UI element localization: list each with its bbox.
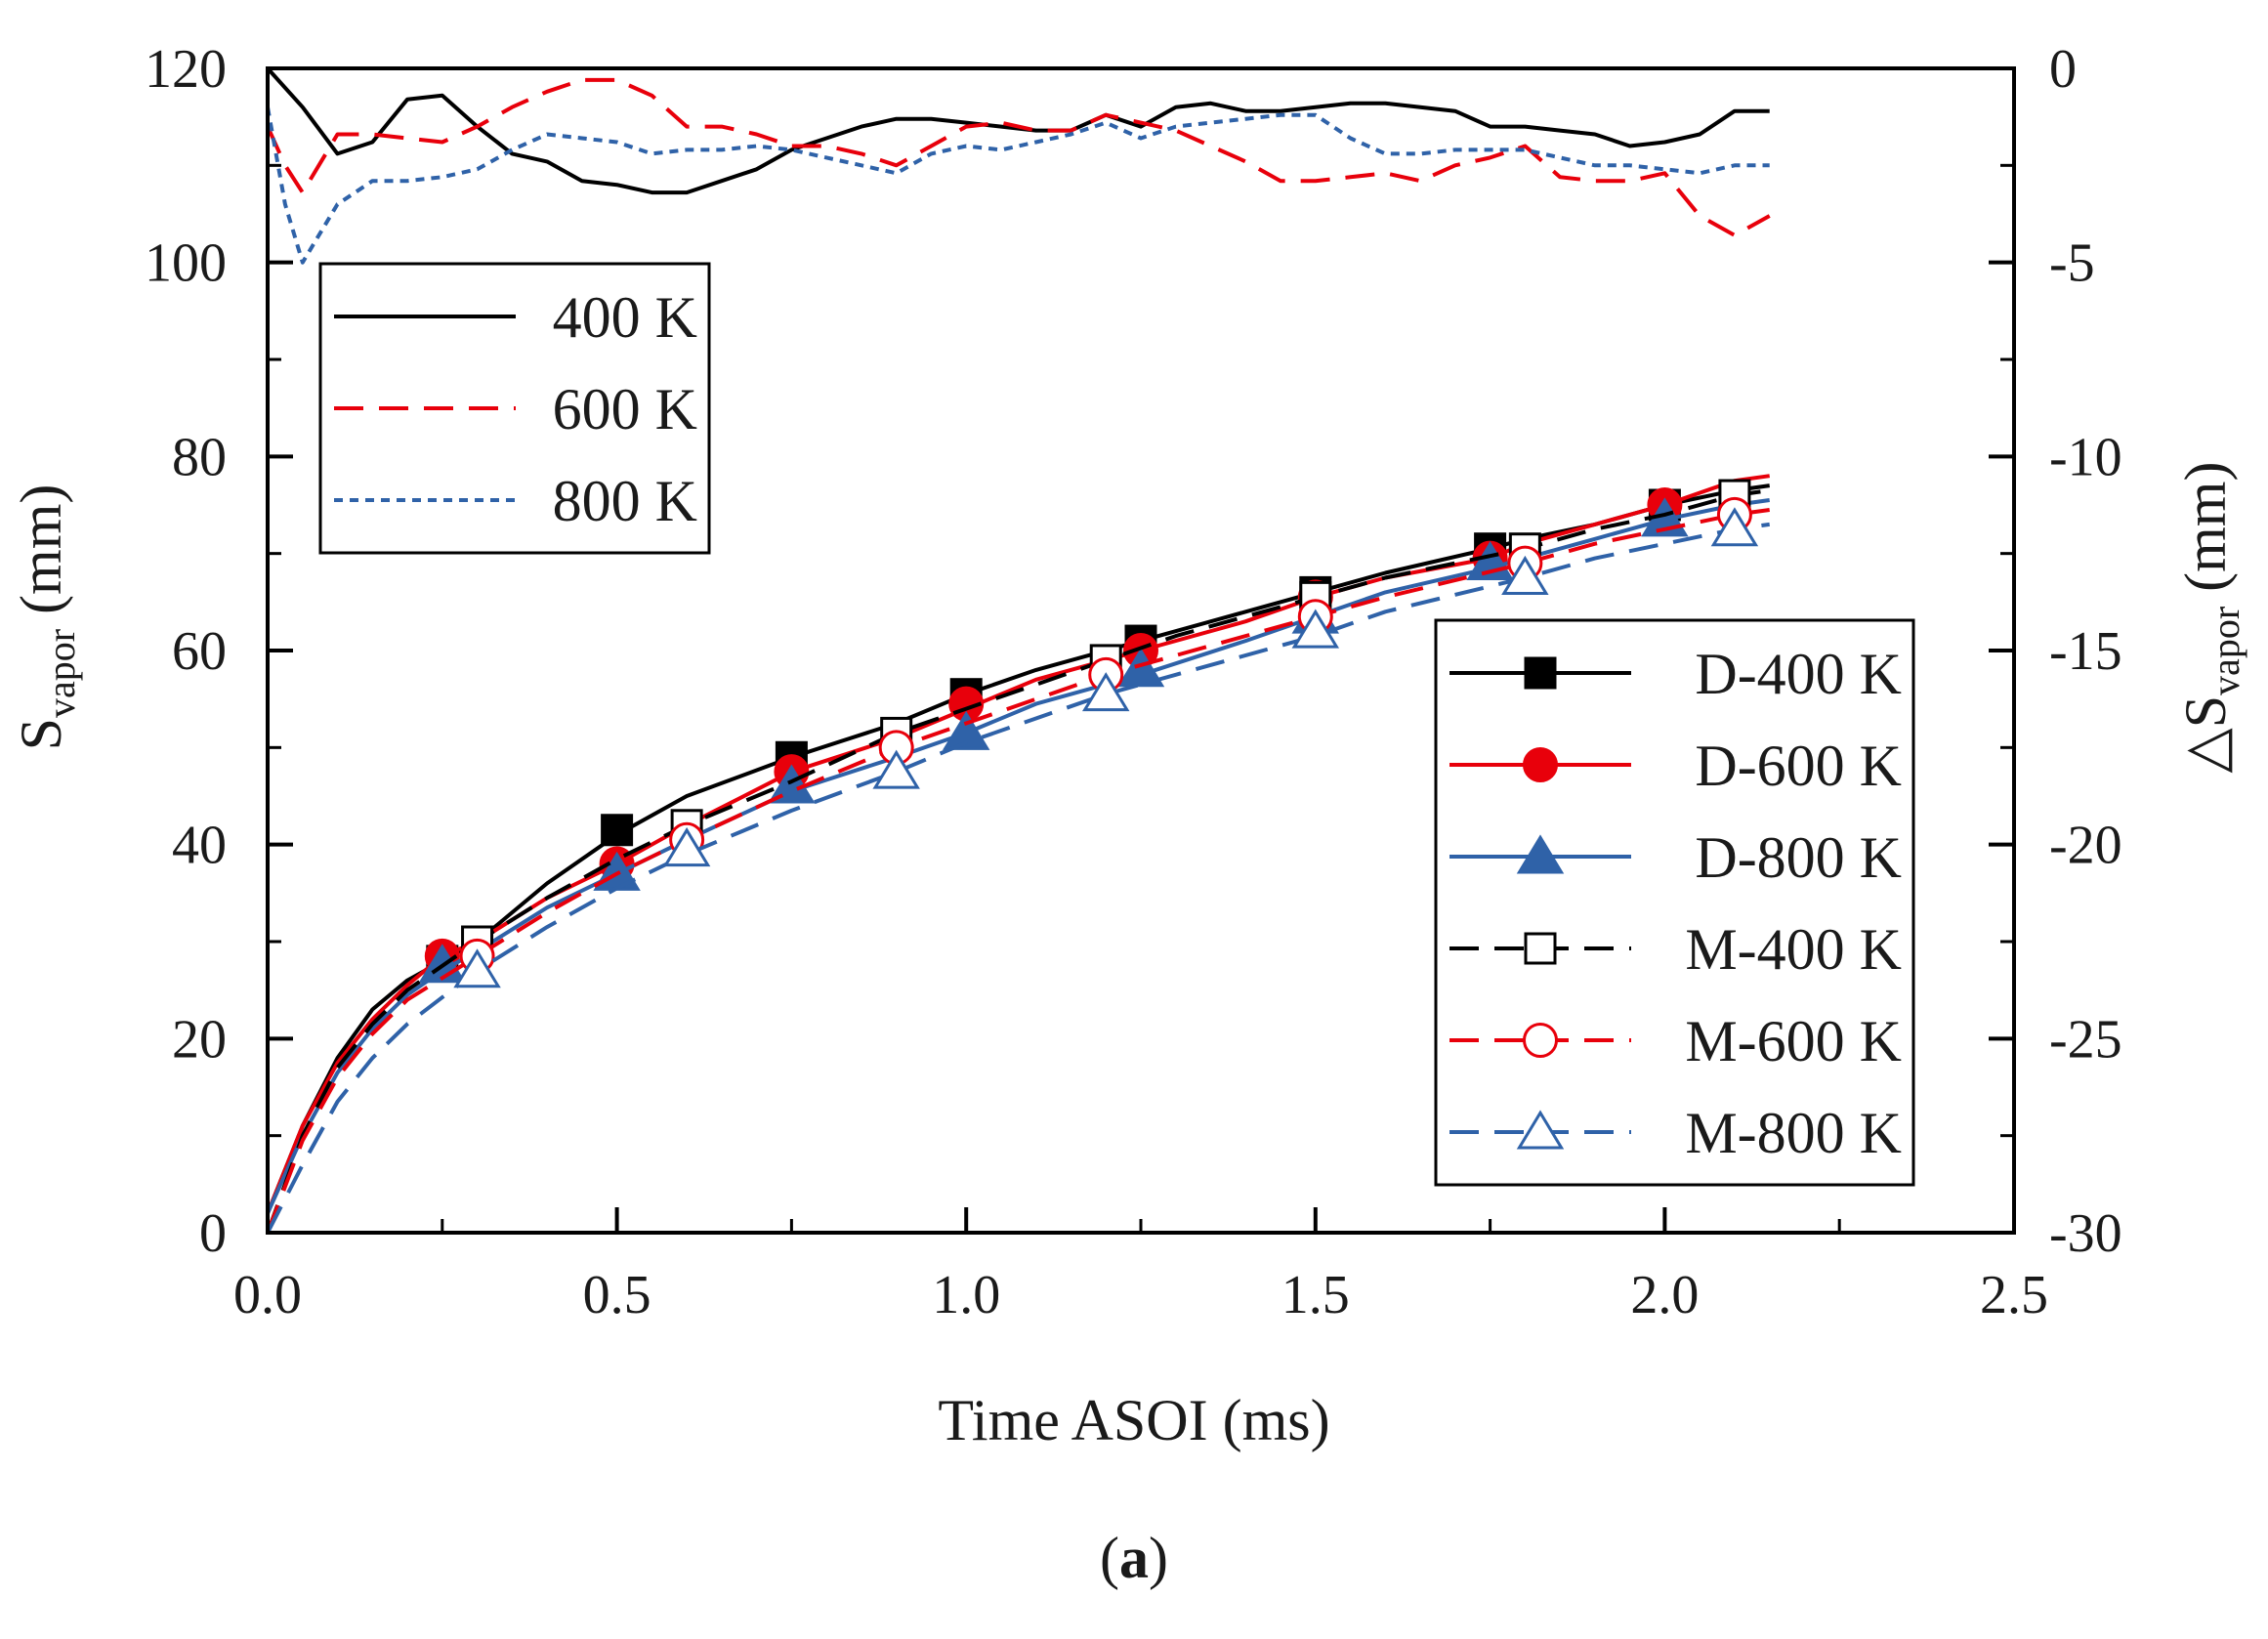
y-tick-label: 40 [172,816,227,876]
caption-letter: a [1119,1526,1149,1590]
y2-tick-label: -5 [2049,233,2095,294]
series-line-400-k [266,66,1770,195]
x-tick-label: 2.5 [1980,1265,2048,1325]
series-marker-d-800-k [942,710,990,750]
series-marker-m-800-k [662,827,711,867]
x-tick-label: 1.5 [1281,1265,1350,1325]
legend-marker-d-400-k [1524,656,1557,690]
axes-layer: 0.0 0.5 1.0 1.5 2.0 2.5 0 20 40 60 80 100 120 0 -5 -10 -… [145,39,2122,1325]
y-tick-label: 20 [172,1009,227,1070]
series-600-k [266,77,1771,237]
x-tick-label: 0.5 [583,1265,651,1325]
y-tick-label: 120 [145,39,227,100]
legend-label-m-600-k: M-600 K [1685,1009,1902,1073]
series-marker-m-800-k [1710,507,1759,547]
y2-tick-label: -15 [2049,621,2122,682]
legend-label-600-k: 600 K [553,377,697,441]
series-m-800-k [266,507,1770,1234]
caption-open: ( [1100,1526,1119,1590]
y-tick-label: 100 [145,233,227,294]
y-tick-label: 0 [199,1203,227,1264]
series-marker-m-800-k [1501,555,1549,595]
legend-temperature-difference: 400 K 600 K 800 K [318,262,711,555]
series-marker-m-800-k [1082,672,1130,712]
x-tick-label: 1.0 [932,1265,1000,1325]
x-axis-title: Time ASOI (ms) [938,1388,1329,1452]
series-line-m-600-k [266,508,1770,1234]
legend-label-d-600-k: D-600 K [1695,734,1902,798]
x-tick-label: 0.0 [233,1265,302,1325]
y-tick-label: 60 [172,621,227,682]
y2-tick-label: -30 [2049,1203,2122,1264]
series-400-k [266,66,1770,195]
y2-axis-title: △Svapor (mm) [2173,462,2247,774]
y2-axis-title-sub: vapor [2204,607,2247,695]
legend-label-m-400-k: M-400 K [1685,917,1902,982]
legend-models: D-400 K D-600 K D-800 K M-400 K M-600 K M-800… [1434,618,1915,1187]
legend-marker-m-800-k [1516,1110,1565,1150]
y-axis-title: Svapor (mm) [9,484,83,751]
y-axis-title-main: S [9,718,73,750]
y2-tick-label: -20 [2049,816,2122,876]
series-line-m-400-k [266,488,1770,1234]
y-tick-label: 80 [172,427,227,487]
y-axis-title-unit: (mm) [9,484,73,629]
series-layer [266,66,1771,1234]
legend-label-400-k: 400 K [553,285,697,350]
y2-tick-label: -10 [2049,427,2122,487]
series-marker-m-800-k [453,948,501,988]
series-marker-m-800-k [1291,609,1340,649]
series-marker-d-800-k [1116,648,1165,688]
y2-axis-title-unit: (mm) [2173,462,2238,607]
legend-label-m-800-k: M-800 K [1685,1101,1902,1165]
y2-tick-label: 0 [2049,39,2077,100]
series-marker-d-800-k [768,764,816,804]
x-tick-label: 2.0 [1630,1265,1699,1325]
y2-tick-label: -25 [2049,1009,2122,1070]
legend-label-d-400-k: D-400 K [1695,642,1902,706]
series-marker-m-800-k [872,749,920,789]
y-axis-title-sub: vapor [39,629,83,718]
legend-label-800-k: 800 K [553,469,697,533]
figure-caption: (a) [1100,1526,1168,1590]
legend-marker-d-800-k [1516,834,1565,874]
series-line-600-k [266,77,1771,237]
legend-models-box [1434,618,1915,1187]
legend-label-d-800-k: D-800 K [1695,825,1902,890]
legend-layer: 400 K 600 K 800 K D-400 K D-600 K D-800 K M-40… [318,262,1915,1187]
legend-marker-m-400-k [1524,932,1557,965]
legend-marker-m-600-k [1523,1023,1558,1058]
legend-marker-d-600-k [1523,747,1558,782]
y2-axis-title-main: △S [2173,695,2238,774]
series-line-m-800-k [266,522,1770,1234]
caption-close: ) [1149,1526,1168,1590]
series-marker-d-400-k [601,814,634,847]
